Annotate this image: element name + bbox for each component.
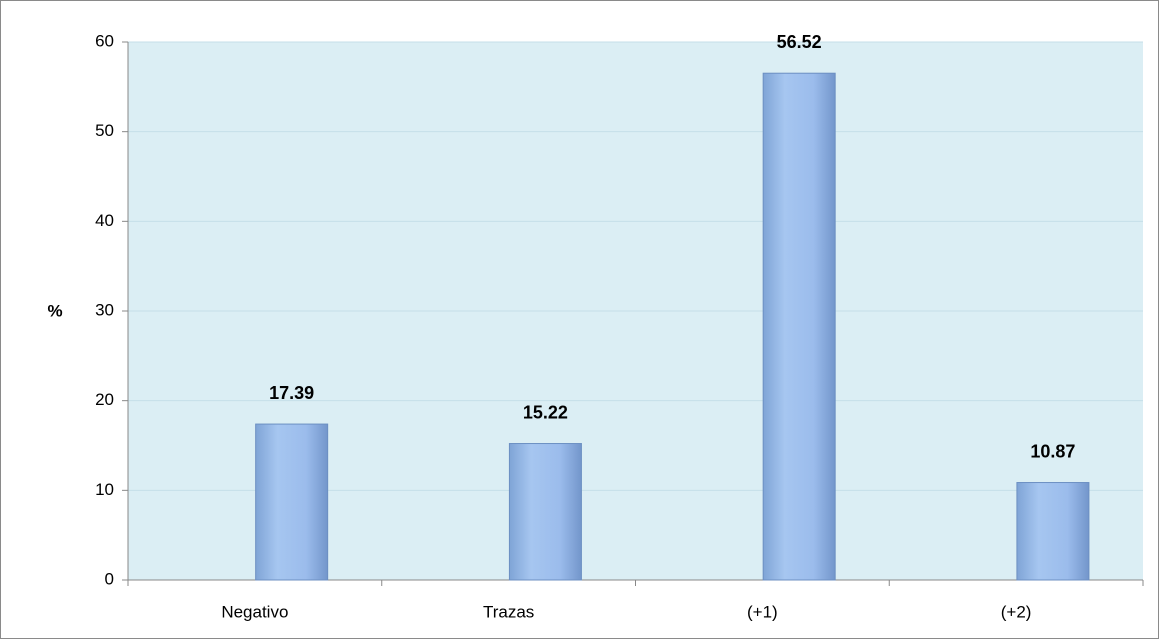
- bar: [255, 423, 329, 581]
- y-tick-label: 60: [95, 31, 114, 50]
- value-label: 10.87: [1030, 441, 1075, 461]
- bar: [762, 72, 836, 581]
- y-axis-label: %: [47, 301, 62, 320]
- y-tick-label: 50: [95, 121, 114, 140]
- y-tick-label: 40: [95, 211, 114, 230]
- value-label: 17.39: [269, 383, 314, 403]
- x-tick-label: (+1): [747, 602, 778, 621]
- x-tick-label: Trazas: [483, 602, 534, 621]
- y-tick-label: 0: [105, 569, 114, 588]
- bar: [508, 443, 582, 581]
- x-tick-label: Negativo: [221, 602, 288, 621]
- bar: [1016, 482, 1090, 581]
- x-tick-label: (+2): [1001, 602, 1032, 621]
- value-label: 15.22: [523, 402, 568, 422]
- y-tick-label: 20: [95, 390, 114, 409]
- y-tick-label: 30: [95, 300, 114, 319]
- y-tick-label: 10: [95, 480, 114, 499]
- value-label: 56.52: [777, 32, 822, 52]
